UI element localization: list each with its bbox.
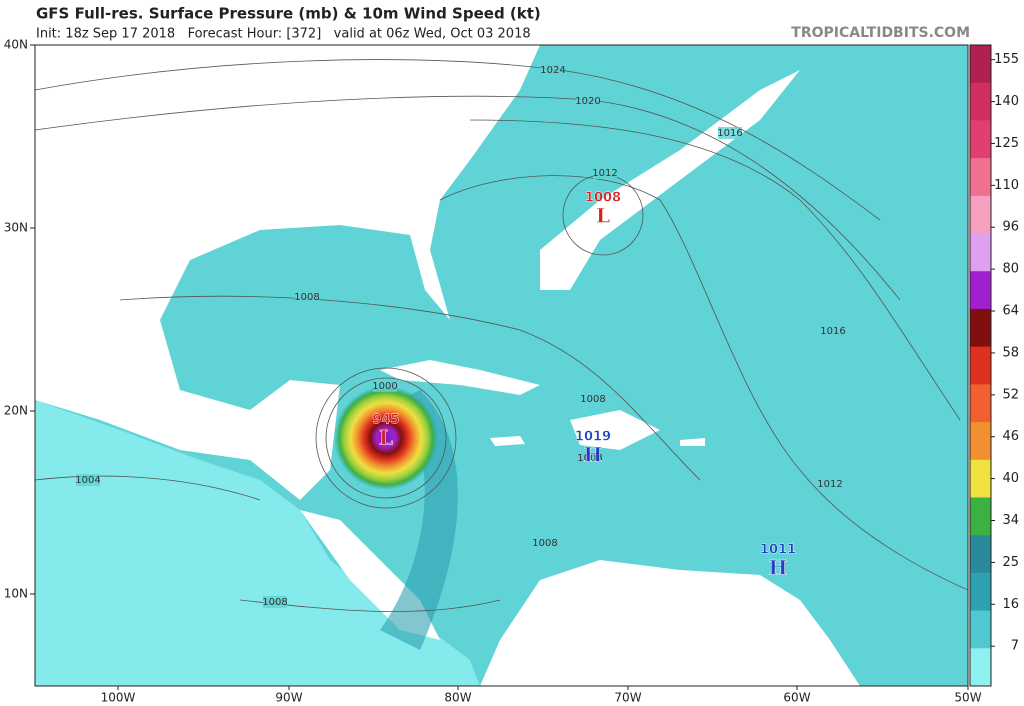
hurricane xyxy=(334,386,438,490)
lat-label: 20N xyxy=(4,404,28,418)
pacific xyxy=(35,400,480,686)
south-america xyxy=(480,560,860,686)
colorbar-segment xyxy=(970,535,991,574)
lon-label: 60W xyxy=(783,691,810,705)
map-frame xyxy=(34,44,969,687)
colorbar-label: 80 xyxy=(1002,262,1019,277)
map-area xyxy=(35,45,968,686)
isobar-label: 1008 xyxy=(577,453,602,464)
isobar-label: 1012 xyxy=(817,479,842,490)
colorbar-label: 140 xyxy=(994,94,1019,109)
isobar-label: 1024 xyxy=(540,65,565,76)
isobar-label-bg xyxy=(821,325,845,337)
colorbar-label: 52 xyxy=(1002,387,1019,402)
lon-label: 70W xyxy=(614,691,641,705)
isobar-label: 1020 xyxy=(575,96,600,107)
center-symbol: L xyxy=(379,426,393,450)
isobar-label-bg xyxy=(76,474,100,486)
colorbar-segment xyxy=(970,497,991,536)
isobar-label-bg xyxy=(576,95,600,107)
colorbar-label: 25 xyxy=(1002,555,1019,570)
colorbar-label: 40 xyxy=(1002,471,1019,486)
isobar-label: 1008 xyxy=(262,597,287,608)
isobar-label-bg xyxy=(578,452,602,464)
isobar-label-bg xyxy=(541,64,565,76)
colorbar-label: 58 xyxy=(1002,345,1019,360)
lat-label: 40N xyxy=(4,38,28,52)
lon-label: 100W xyxy=(101,691,136,705)
lon-label: 90W xyxy=(275,691,302,705)
isobar-label: 1008 xyxy=(532,538,557,549)
lat-label: 30N xyxy=(4,221,28,235)
isobar-label: 1016 xyxy=(820,326,845,337)
isobar-label: 1016 xyxy=(717,128,742,139)
isobar-label-bg xyxy=(593,167,617,179)
colorbar-segment xyxy=(970,308,991,348)
lat-label: 10N xyxy=(4,587,28,601)
center-value: 1011 xyxy=(760,543,796,558)
colorbar-segment xyxy=(970,45,991,84)
colorbar-label: 46 xyxy=(1002,429,1019,444)
colorbar-segment xyxy=(970,158,991,197)
cuba xyxy=(380,360,540,395)
isobar-label-bg xyxy=(818,478,842,490)
colorbar-segment xyxy=(970,271,991,310)
colorbar-label: 34 xyxy=(1002,513,1019,528)
colorbar-label: 16 xyxy=(1002,597,1019,612)
colorbar-segment xyxy=(970,384,991,423)
title: GFS Full-res. Surface Pressure (mb) & 10… xyxy=(36,5,541,23)
center-value: 1019 xyxy=(575,430,611,445)
center-symbol: L xyxy=(596,204,610,228)
colorbar-segment xyxy=(970,648,991,687)
isobar-label-bg xyxy=(263,596,287,608)
colorbar-segment xyxy=(970,459,991,498)
lon-label: 50W xyxy=(954,691,981,705)
center-value: 945 xyxy=(372,413,399,428)
isobar-label: 1008 xyxy=(580,394,605,405)
islands xyxy=(490,436,705,446)
subtitle: Init: 18z Sep 17 2018 Forecast Hour: [37… xyxy=(36,27,531,42)
colorbar-label: 64 xyxy=(1002,304,1019,319)
colorbar-segment xyxy=(970,572,991,612)
colorbar-segment xyxy=(970,610,991,649)
colorbar-frame xyxy=(969,44,992,687)
colorbar-segment xyxy=(970,346,991,385)
colorbar-label: 110 xyxy=(994,178,1019,193)
isobar-label-bg xyxy=(373,380,397,392)
isobar-label: 1012 xyxy=(592,168,617,179)
north-america xyxy=(35,45,540,500)
center-symbol: H xyxy=(769,556,788,580)
isobars xyxy=(35,59,968,612)
wind-band xyxy=(380,390,458,650)
colorbar-segment xyxy=(970,233,991,272)
colorbar-label: 96 xyxy=(1002,220,1019,235)
colorbar-segment xyxy=(970,195,991,235)
isobar-label-bg xyxy=(581,393,605,405)
center-symbol: H xyxy=(584,443,603,467)
colorbar-label: 7 xyxy=(1011,639,1019,654)
lon-label: 80W xyxy=(444,691,471,705)
isobar-label: 1004 xyxy=(75,475,100,486)
isobar-label: 1008 xyxy=(294,292,319,303)
source: TROPICALTIDBITS.COM xyxy=(791,25,970,41)
isobar-label-bg xyxy=(718,127,742,139)
colorbar-label: 125 xyxy=(994,136,1019,151)
isobar-label-bg xyxy=(295,291,319,303)
colorbar-label: 155 xyxy=(994,52,1019,67)
colorbar-segment xyxy=(970,422,991,461)
calm-zone xyxy=(540,70,800,290)
hispaniola xyxy=(570,410,660,450)
colorbar-segment xyxy=(970,120,991,159)
isobar-label-bg xyxy=(533,537,557,549)
colorbar-segment xyxy=(970,82,991,121)
center-value: 1008 xyxy=(585,191,621,206)
isobar-label: 1000 xyxy=(372,381,397,392)
